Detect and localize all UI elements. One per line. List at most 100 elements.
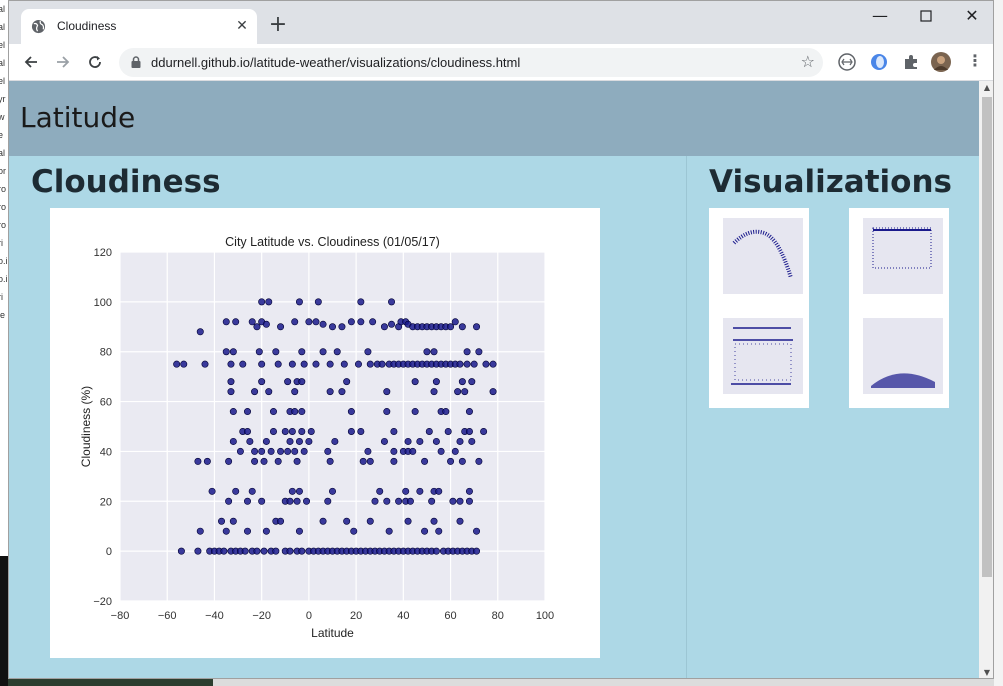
data-point (447, 323, 455, 331)
thumbnail-humidity[interactable] (849, 208, 949, 308)
bookmark-star-icon[interactable]: ☆ (800, 52, 815, 71)
puzzle-icon[interactable] (901, 52, 921, 72)
data-point (253, 547, 261, 555)
thumbnail-chart-wind-speed (863, 318, 943, 394)
data-point (295, 437, 303, 445)
data-point (258, 378, 266, 386)
maximize-button[interactable] (903, 1, 949, 31)
data-point (272, 547, 280, 555)
y-tick-label: 40 (100, 446, 112, 458)
data-point (390, 427, 398, 435)
data-point (343, 517, 351, 525)
data-point (274, 360, 282, 368)
close-window-button[interactable]: ✕ (965, 6, 979, 25)
data-point (354, 360, 362, 368)
data-point (388, 298, 396, 306)
close-tab-icon[interactable]: ✕ (236, 18, 248, 34)
data-point (288, 427, 296, 435)
data-point (463, 348, 471, 356)
scrollbar-thumb[interactable] (982, 97, 992, 577)
menu-kebab-icon[interactable]: ⋮ (967, 51, 983, 70)
cloudiness-scatter-chart: −80 −60 −40 −20 0 20 40 60 80 100 −20 0 20 40 60 80 100 1… (79, 235, 554, 640)
x-tick-label: −80 (111, 610, 130, 622)
data-point (284, 378, 292, 386)
data-point (300, 447, 308, 455)
data-point (251, 447, 259, 455)
data-point (300, 360, 308, 368)
data-point (295, 298, 303, 306)
site-header: Latitude (9, 81, 979, 156)
data-point (331, 437, 339, 445)
data-point (180, 360, 188, 368)
tab-cloudiness[interactable]: Cloudiness ✕ (21, 9, 257, 44)
address-bar[interactable]: ddurnell.github.io/latitude-weather/visu… (119, 48, 823, 77)
data-point (390, 447, 398, 455)
forward-button[interactable] (51, 50, 75, 74)
thumbnail-chart-max-temperature (723, 218, 803, 294)
y-tick-label: 120 (94, 247, 112, 259)
data-point (298, 348, 306, 356)
data-point (232, 318, 240, 326)
y-tick-label: −20 (93, 596, 112, 608)
data-point (201, 360, 209, 368)
y-tick-label: 20 (100, 496, 112, 508)
data-point (220, 547, 228, 555)
data-point (269, 427, 277, 435)
data-point (227, 360, 235, 368)
scroll-down-arrow-icon[interactable]: ▼ (983, 668, 991, 677)
thumbnail-wind-speed[interactable] (849, 308, 949, 408)
data-point (277, 447, 285, 455)
thumbnail-chart-cloudiness (723, 318, 803, 394)
reload-icon (89, 56, 101, 68)
data-point (194, 457, 202, 465)
data-point (277, 517, 285, 525)
data-point (196, 328, 204, 336)
data-point (376, 487, 384, 495)
data-point (326, 360, 334, 368)
thumbnail-cloudiness[interactable] (709, 308, 809, 408)
data-point (378, 360, 386, 368)
data-point (465, 497, 473, 505)
back-button[interactable] (19, 50, 43, 74)
data-point (340, 360, 348, 368)
data-point (229, 408, 237, 416)
avatar[interactable] (931, 52, 951, 72)
plot-area (120, 252, 545, 601)
column-divider (686, 156, 687, 678)
data-point (251, 457, 259, 465)
data-point (480, 427, 488, 435)
data-point (383, 408, 391, 416)
data-point (251, 388, 259, 396)
page-title: Cloudiness (31, 164, 221, 200)
y-tick-label: 80 (100, 347, 112, 359)
maximize-icon (920, 10, 932, 22)
data-point (236, 447, 244, 455)
minimize-button[interactable]: — (872, 6, 888, 25)
data-point (274, 457, 282, 465)
extension-icon-2[interactable] (869, 52, 889, 72)
data-point (326, 388, 334, 396)
data-point (298, 408, 306, 416)
data-point (239, 360, 247, 368)
data-point (456, 360, 464, 368)
data-point (255, 348, 263, 356)
new-tab-button[interactable]: + (268, 12, 288, 37)
y-axis-label: Cloudiness (%) (79, 386, 93, 467)
scroll-up-arrow-icon[interactable]: ▲ (983, 83, 991, 92)
page-scrollbar[interactable]: ▲ ▼ (979, 81, 993, 678)
data-point (465, 427, 473, 435)
data-point (262, 527, 270, 535)
y-tick-label: 100 (94, 297, 112, 309)
extension-icon-1[interactable] (837, 52, 857, 72)
data-point (383, 388, 391, 396)
data-point (291, 388, 299, 396)
data-point (265, 298, 273, 306)
data-point (456, 437, 464, 445)
data-point (456, 497, 464, 505)
site-brand[interactable]: Latitude (20, 101, 136, 134)
reload-button[interactable] (83, 50, 107, 74)
data-point (402, 487, 410, 495)
thumbnail-max-temperature[interactable] (709, 208, 809, 308)
data-point (333, 348, 341, 356)
data-point (272, 348, 280, 356)
